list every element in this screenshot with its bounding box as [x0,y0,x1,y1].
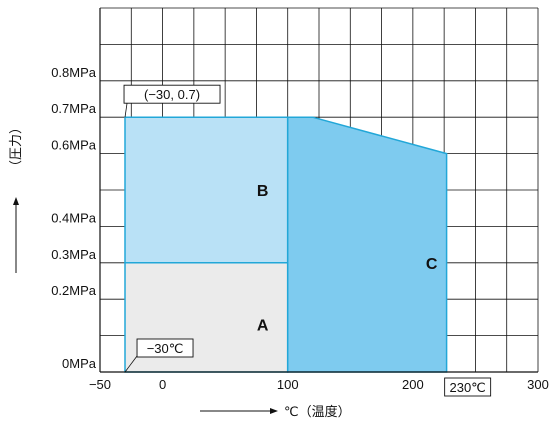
y-tick-label: 0.4MPa [51,210,97,225]
region-label-c: C [426,256,438,273]
x-tick-label: −50 [89,377,111,392]
x-axis-title: ℃（温度） [284,404,351,420]
y-tick-label: 0.2MPa [51,283,97,298]
y-axis-arrow-head [13,197,19,205]
annotations: (−30, 0.7) −30℃ 230℃ [123,84,492,397]
tick-labels: 0MPa 0.2MPa 0.3MPa 0.4MPa 0.6MPa 0.7MPa 0.8MPa… [51,65,549,392]
y-axis-title: （圧力） [9,121,24,173]
axis-titles: ℃（温度） （圧力） [9,121,351,420]
plot-frame [99,8,538,373]
annotation-min-temp: −30℃ [147,341,184,356]
y-tick-label: 0.3MPa [51,247,97,262]
annotation-max-temp-box [444,377,492,397]
x-tick-label: 0 [159,377,166,392]
y-tick-label: 0.7MPa [51,101,97,116]
region-c [286,116,448,373]
annotation-min-temp-leader [124,355,138,373]
x-tick-label: 100 [277,377,299,392]
regions: A B C [124,116,448,373]
annotation-max-temp: 230℃ [449,380,485,395]
region-label-b: B [257,183,269,200]
annotation-point-box [123,84,221,104]
y-tick-label: 0.6MPa [51,138,97,153]
x-tick-label: 200 [402,377,424,392]
y-tick-label: 0.8MPa [51,65,97,80]
annotation-point-leader [124,103,128,118]
x-tick-label: 300 [527,377,549,392]
annotation-min-temp-box [136,338,194,358]
region-label-a: A [257,318,269,335]
annotation-point: (−30, 0.7) [144,87,200,102]
x-axis-arrow-head [270,408,278,414]
y-tick-label: 0MPa [62,356,97,371]
